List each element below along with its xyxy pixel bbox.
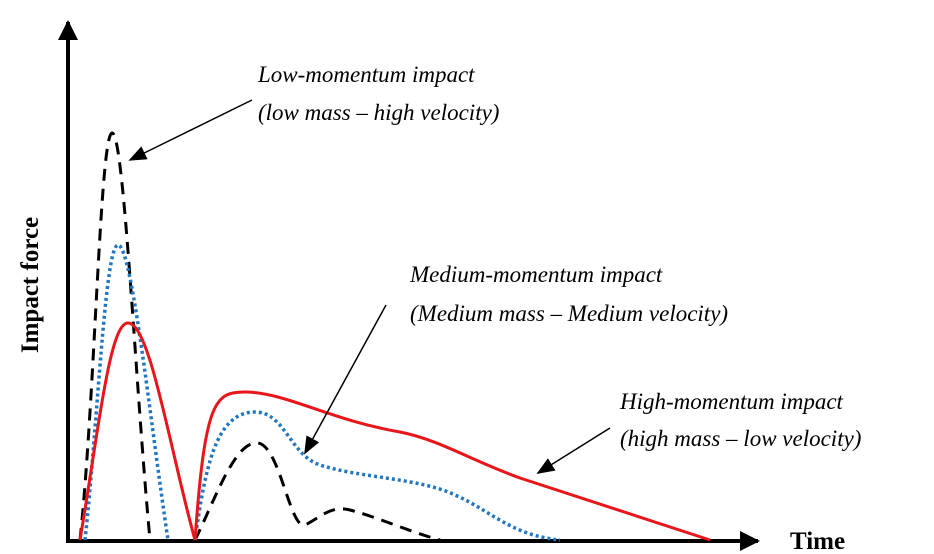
- annotation-title: Medium-momentum impact: [409, 262, 663, 287]
- annotation-subtitle: (low mass – high velocity): [258, 100, 499, 125]
- low-curve-2: [193, 441, 441, 542]
- annotation-subtitle: (high mass – low velocity): [620, 426, 861, 451]
- annotation-title: High-momentum impact: [619, 389, 844, 414]
- y-axis-label: Impact force: [17, 217, 44, 353]
- x-axis-label: Time: [790, 528, 845, 554]
- high-curve-1: [78, 321, 197, 541]
- medium-curve-1: [83, 243, 170, 541]
- low-curve-1: [78, 131, 152, 541]
- arrow: [304, 304, 387, 455]
- arrow: [128, 99, 253, 161]
- arrow: [536, 427, 611, 474]
- annotation-title: Low-momentum impact: [257, 62, 475, 87]
- annotation-subtitle: (Medium mass – Medium velocity): [410, 301, 728, 326]
- curves: [78, 131, 711, 542]
- medium-curve-2: [193, 410, 561, 542]
- high-curve-2: [193, 390, 711, 542]
